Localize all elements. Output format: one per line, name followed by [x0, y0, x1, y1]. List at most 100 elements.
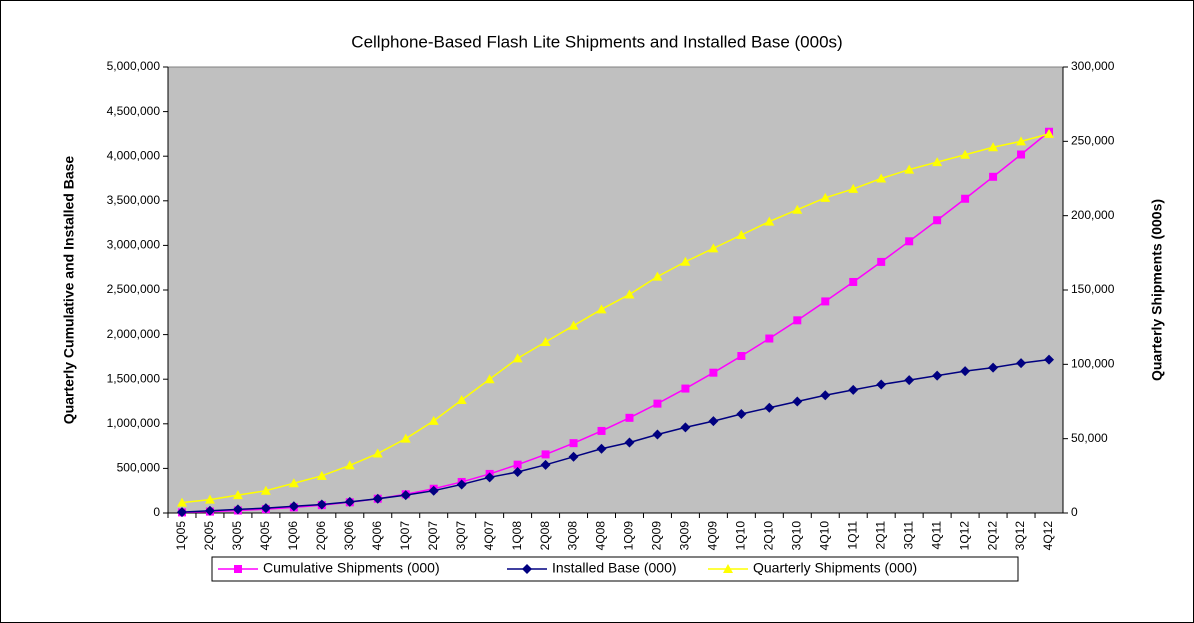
marker: [1044, 354, 1055, 365]
marker: [708, 243, 719, 253]
marker: [765, 334, 774, 343]
marker: [988, 362, 999, 373]
marker: [1044, 128, 1055, 138]
marker: [288, 478, 299, 488]
marker: [400, 433, 411, 443]
y-axis-label: Quarterly Cumulative and Installed Base: [61, 156, 77, 425]
marker: [876, 379, 887, 390]
marker: [736, 408, 747, 419]
x-tick-label: 2Q11: [873, 521, 887, 550]
marker: [316, 499, 327, 510]
marker: [597, 426, 606, 435]
plot-area: [167, 66, 1064, 514]
marker: [568, 320, 579, 330]
marker: [876, 173, 887, 183]
x-tick-label: 3Q09: [678, 521, 692, 551]
legend-label: Installed Base (000): [552, 560, 677, 576]
y2-tick-label: 200,000: [1071, 208, 1115, 222]
x-tick-label: 1Q08: [510, 521, 524, 551]
x-tick-label: 3Q07: [454, 521, 468, 551]
marker: [932, 157, 943, 167]
marker: [877, 257, 886, 266]
x-tick-label: 1Q07: [398, 521, 412, 551]
marker: [933, 216, 942, 225]
y-tick-label: 1,500,000: [107, 371, 161, 385]
marker: [316, 470, 327, 480]
legend-box: [211, 556, 1019, 582]
marker: [989, 172, 998, 181]
y-tick-label: 2,500,000: [107, 282, 161, 296]
marker: [176, 497, 187, 507]
marker: [204, 505, 215, 516]
marker: [904, 164, 915, 174]
y-tick-label: 2,000,000: [107, 327, 161, 341]
y-tick-label: 500,000: [117, 461, 161, 475]
marker: [541, 450, 550, 459]
y2-tick-label: 100,000: [1071, 357, 1115, 371]
marker: [849, 277, 858, 286]
marker: [905, 237, 914, 246]
y2-tick-label: 250,000: [1071, 134, 1115, 148]
marker: [540, 337, 551, 347]
x-tick-label: 2Q08: [538, 521, 552, 551]
legend-label: Cumulative Shipments (000): [263, 560, 440, 576]
marker: [737, 352, 746, 361]
x-tick-label: 2Q07: [426, 521, 440, 551]
marker: [344, 460, 355, 470]
x-tick-label: 2Q10: [762, 521, 776, 551]
marker: [428, 415, 439, 425]
marker: [484, 374, 495, 384]
x-tick-label: 4Q08: [594, 521, 608, 551]
y-tick-label: 0: [153, 505, 160, 519]
marker: [522, 564, 532, 574]
y2-tick-label: 300,000: [1071, 59, 1115, 73]
x-tick-label: 3Q11: [901, 521, 915, 550]
marker: [234, 565, 242, 573]
marker: [176, 507, 187, 518]
x-tick-label: 4Q11: [929, 521, 943, 550]
x-tick-label: 2Q05: [202, 521, 216, 551]
marker: [204, 494, 215, 504]
marker: [764, 402, 775, 413]
marker: [625, 413, 634, 422]
marker: [372, 448, 383, 458]
marker: [708, 416, 719, 427]
marker: [932, 370, 943, 381]
marker: [961, 194, 970, 203]
x-tick-label: 3Q05: [230, 521, 244, 551]
x-tick-label: 1Q12: [957, 521, 971, 551]
marker: [624, 437, 635, 448]
marker: [652, 271, 663, 281]
x-tick-label: 1Q09: [622, 521, 636, 551]
y2-axis-label: Quarterly Shipments (000s): [1149, 199, 1165, 381]
marker: [484, 472, 495, 483]
marker: [1016, 136, 1027, 146]
marker: [569, 439, 578, 448]
marker: [568, 451, 579, 462]
x-tick-label: 3Q08: [566, 521, 580, 551]
marker: [988, 142, 999, 152]
marker: [596, 304, 607, 314]
marker: [232, 504, 243, 515]
marker: [456, 479, 467, 490]
x-tick-label: 4Q06: [370, 521, 384, 551]
marker: [512, 466, 523, 477]
marker: [1017, 150, 1026, 159]
marker: [428, 485, 439, 496]
marker: [821, 297, 830, 306]
marker: [904, 375, 915, 386]
marker: [848, 183, 859, 193]
y-tick-label: 1,000,000: [107, 416, 161, 430]
marker: [709, 368, 718, 377]
marker: [260, 485, 271, 495]
y-tick-label: 4,000,000: [107, 148, 161, 162]
x-tick-label: 1Q10: [734, 521, 748, 551]
marker: [680, 422, 691, 433]
marker: [764, 216, 775, 226]
marker: [960, 149, 971, 159]
marker: [513, 460, 522, 469]
x-tick-label: 3Q06: [342, 521, 356, 551]
y-tick-label: 4,500,000: [107, 104, 161, 118]
